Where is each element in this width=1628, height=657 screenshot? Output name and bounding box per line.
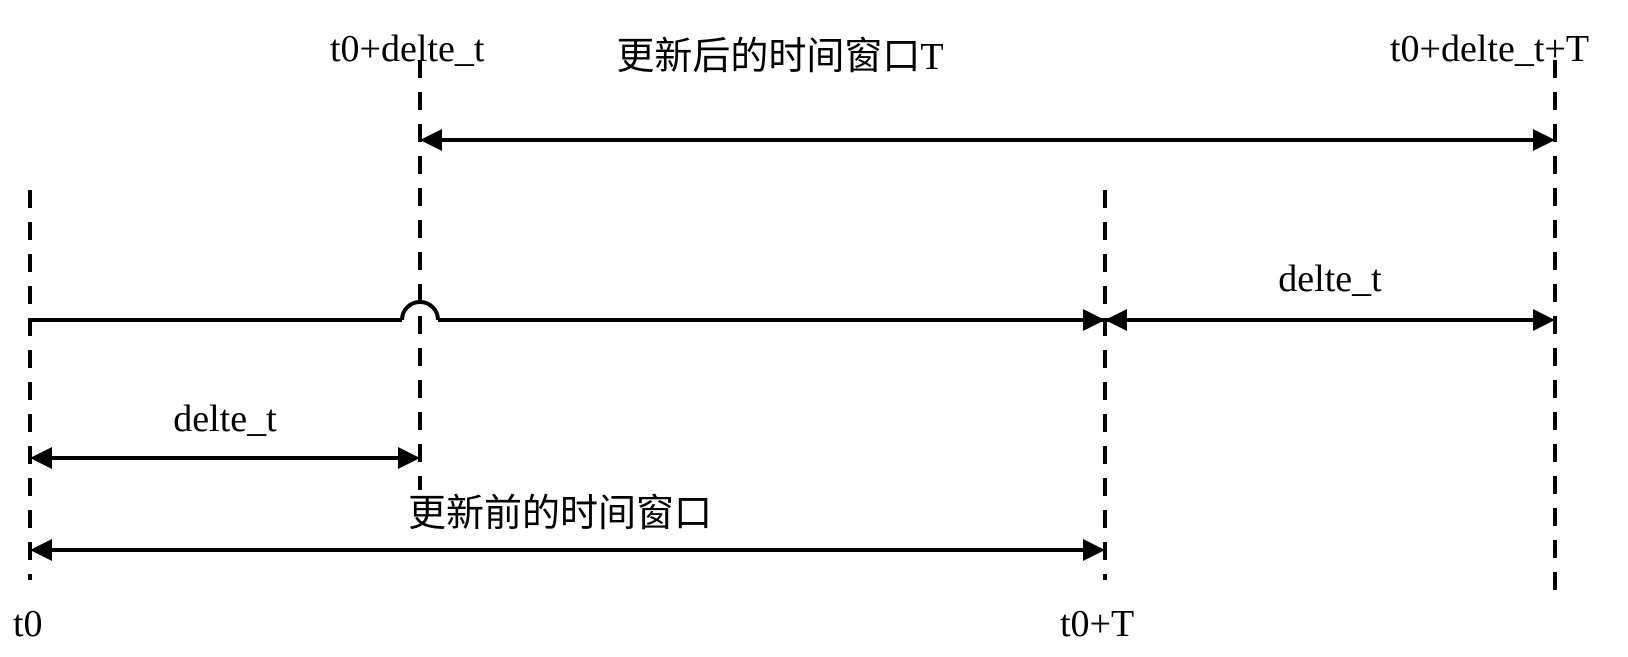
label-delte-t-right: delte_t — [1278, 260, 1381, 298]
diagram-svg — [0, 0, 1628, 657]
label-delte-t-left: delte_t — [173, 400, 276, 438]
label-updated-window: 更新后的时间窗口T — [616, 38, 943, 76]
diagram-stage: t0+delte_t 更新后的时间窗口T t0+delte_t+T delte_… — [0, 0, 1628, 657]
label-t0-plus-dt: t0+delte_t — [330, 30, 484, 68]
label-t0: t0 — [13, 605, 43, 643]
label-t0-plus-dt-plus-T: t0+delte_t+T — [1390, 30, 1589, 68]
label-t0-plus-T: t0+T — [1060, 605, 1134, 643]
label-original-window: 更新前的时间窗口 — [408, 495, 712, 533]
